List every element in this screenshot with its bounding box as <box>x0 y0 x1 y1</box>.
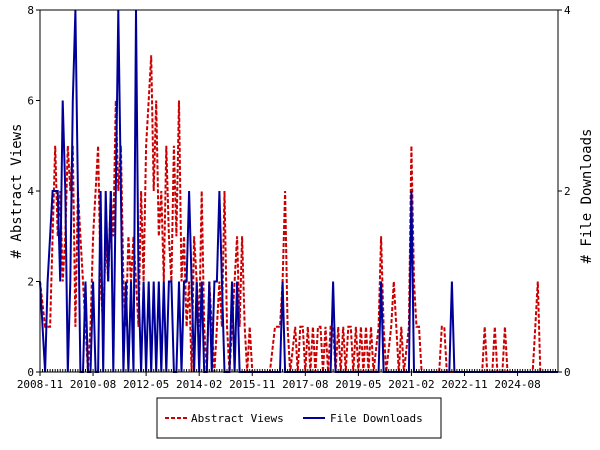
x-tick-label: 2015-11 <box>229 378 275 391</box>
y2-tick-label: 2 <box>564 185 571 198</box>
y2-tick-label: 0 <box>564 366 571 379</box>
y-axis-title: # Abstract Views <box>9 124 25 259</box>
x-axis-ticks: 2008-11 2010-08 2012-05 2014-02 2015-11 2017-… <box>17 372 541 391</box>
x-tick-label: 2010-08 <box>70 378 116 391</box>
legend: Abstract Views File Downloads <box>156 397 442 439</box>
y-tick-label: 6 <box>27 95 34 108</box>
x-tick-label: 2008-11 <box>17 378 63 391</box>
x-tick-label: 2019-05 <box>335 378 381 391</box>
y-tick-label: 0 <box>27 366 34 379</box>
x-minor-ticks <box>39 369 559 372</box>
legend-box <box>156 397 442 439</box>
x-tick-label: 2021-02 <box>388 378 434 391</box>
legend-label-abstract-views: Abstract Views <box>191 412 284 425</box>
x-tick-label: 2014-02 <box>176 378 222 391</box>
y-axis-ticks: 0 2 4 6 8 <box>27 4 40 379</box>
x-tick-label: 2022-11 <box>441 378 487 391</box>
x-tick-label: 2024-08 <box>494 378 540 391</box>
y2-axis-title: # File Downloads <box>579 129 595 264</box>
x-tick-label: 2017-08 <box>282 378 328 391</box>
y-tick-label: 4 <box>27 185 34 198</box>
y2-tick-label: 4 <box>564 4 571 17</box>
y-tick-label: 8 <box>27 4 34 17</box>
legend-label-file-downloads: File Downloads <box>330 412 423 425</box>
y-tick-label: 2 <box>27 276 34 289</box>
y2-axis-ticks: 0 2 4 <box>558 4 571 379</box>
x-tick-label: 2012-05 <box>123 378 169 391</box>
